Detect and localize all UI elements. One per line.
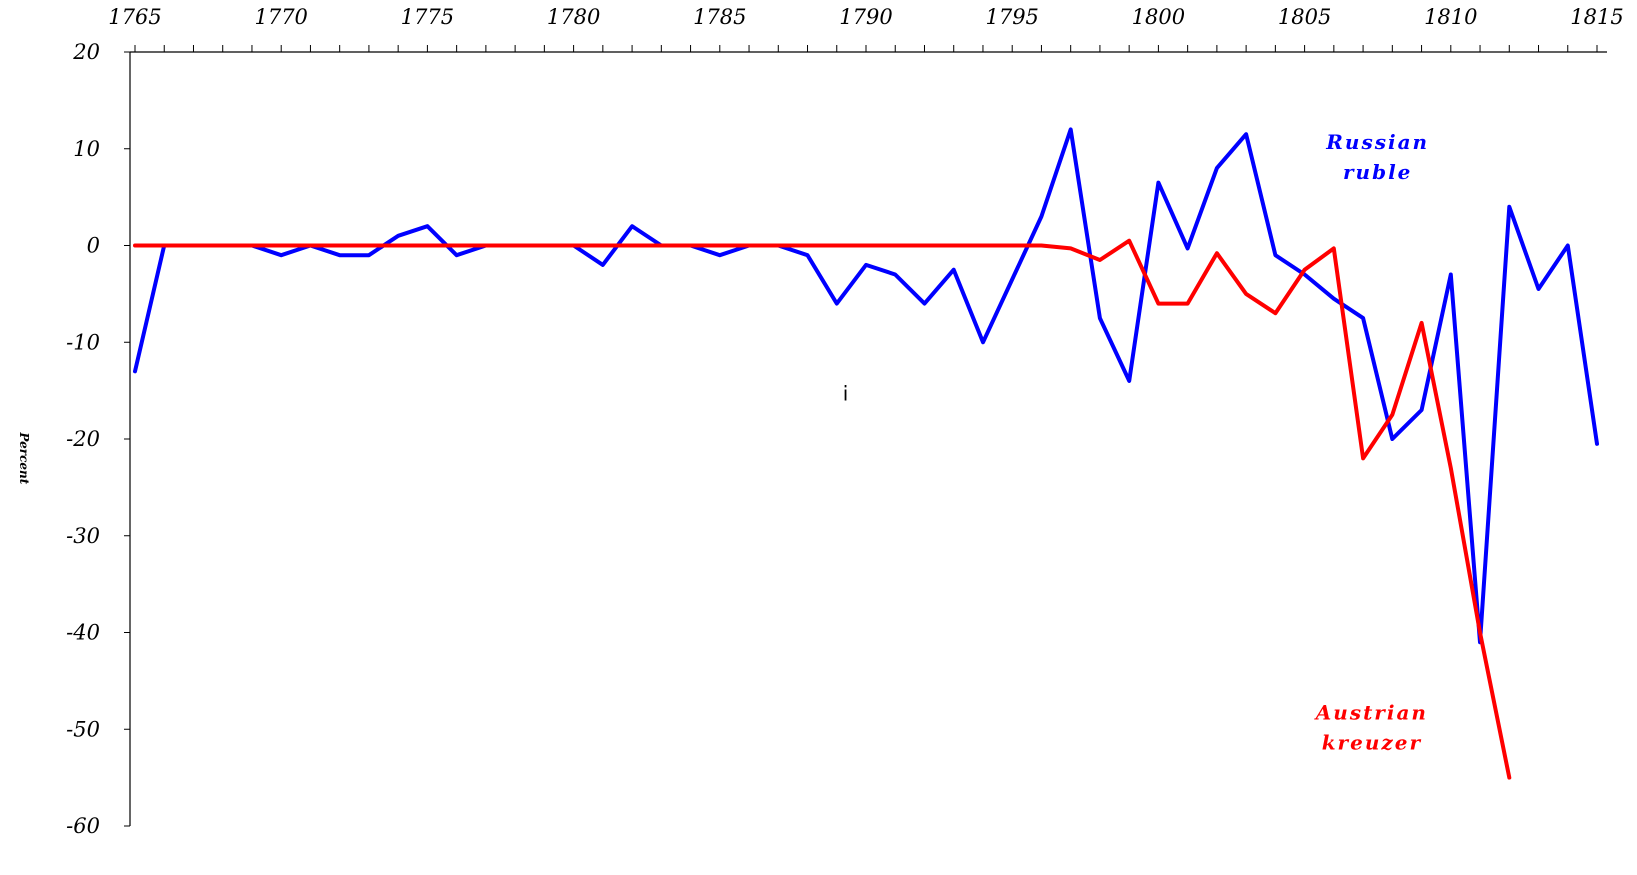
series-annotation: Austrian	[1314, 701, 1428, 725]
y-tick-label: 0	[87, 234, 100, 258]
x-tick-label: 1795	[985, 5, 1038, 29]
x-tick-label: 1815	[1570, 5, 1623, 29]
y-tick-label: 20	[72, 40, 100, 64]
series-annotation: ruble	[1343, 160, 1412, 184]
x-tick-label: 1810	[1424, 5, 1477, 29]
x-tick-label: 1785	[693, 5, 746, 29]
x-tick-label: 1805	[1278, 5, 1331, 29]
y-axis-label: Percent	[17, 431, 31, 484]
y-tick-label: -40	[66, 621, 100, 645]
y-tick-label: -20	[66, 427, 100, 451]
y-tick-label: -10	[66, 330, 100, 354]
stray-text: i	[843, 381, 849, 405]
x-tick-label: 1790	[839, 5, 892, 29]
axes: 1765 1770 1775 1780 1785 1790 1795 1800 1805 1810…	[66, 5, 1624, 838]
series-layer	[133, 127, 1599, 780]
x-tick-label: 1770	[254, 5, 307, 29]
x-tick-label: 1800	[1132, 5, 1185, 29]
series-line-russian-ruble	[133, 127, 1599, 645]
series-annotation: kreuzer	[1322, 731, 1422, 755]
series-annotation: Russian	[1325, 130, 1429, 154]
x-tick-label: 1765	[108, 5, 161, 29]
y-tick-label: -50	[66, 717, 100, 741]
x-tick-label: 1780	[547, 5, 600, 29]
y-tick-label: -60	[66, 814, 100, 838]
series-line-austrian-kreuzer	[133, 238, 1512, 780]
y-tick-label: 10	[73, 137, 100, 161]
y-tick-label: -30	[66, 524, 100, 548]
x-tick-label: 1775	[401, 5, 454, 29]
annotation-layer: Russian ruble Austrian kreuzer i	[843, 130, 1429, 755]
